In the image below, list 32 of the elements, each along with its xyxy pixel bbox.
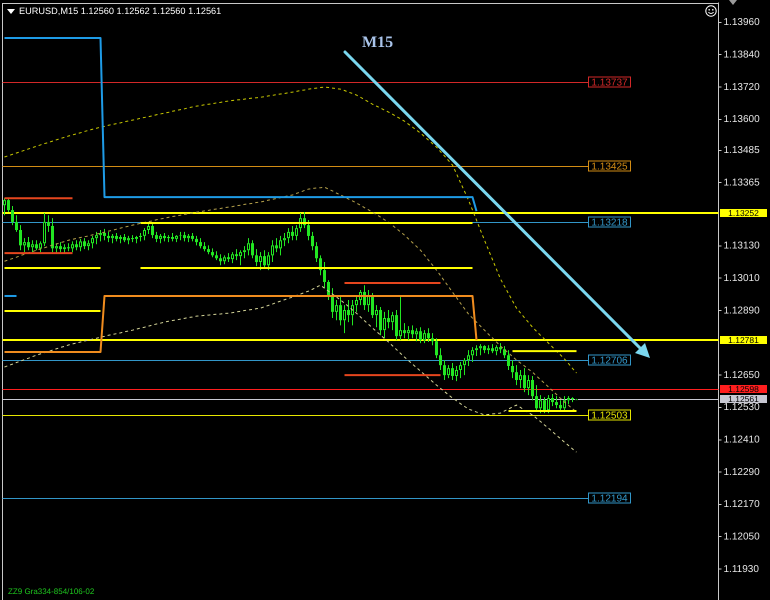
y-tick-label: 1.12290: [724, 466, 760, 478]
y-tick-label: 1.11930: [724, 564, 760, 575]
annotation: M15: [362, 34, 394, 52]
annotation: ZZ9 Gra334-854/106-02: [8, 587, 94, 596]
candlestick: [139, 232, 142, 242]
line-series: [4, 86, 577, 374]
y-tick-label: 1.12890: [724, 305, 760, 316]
y-tick-label: 1.13010: [724, 272, 760, 284]
y-tick-label: 1.12410: [724, 434, 760, 446]
y-tick-label: 1.13485: [724, 145, 760, 156]
y-tick-label: 1.13720: [724, 82, 760, 93]
y-tick-label: 1.13600: [724, 114, 760, 126]
ref-line-label: 1.13252: [728, 208, 760, 218]
y-tick-label: 1.12050: [724, 531, 760, 542]
y-tick-label: 1.12530: [724, 402, 760, 414]
ref-line-label: 1.12781: [728, 334, 760, 345]
line-series: [4, 186, 577, 413]
ref-line-label: 1.12598: [728, 384, 760, 394]
y-tick-label: 1.13130: [724, 240, 760, 252]
ref-line-label: 1.12503: [591, 410, 628, 422]
ref-line-label: 1.12561: [728, 394, 760, 404]
y-tick-label: 1.12650: [724, 370, 760, 381]
y-tick-label: 1.13960: [724, 17, 760, 28]
ref-line-label: 1.13218: [591, 217, 628, 228]
y-tick-label: 1.13840: [724, 49, 760, 60]
ref-line-label: 1.12706: [591, 355, 628, 366]
ref-line-label: 1.13737: [591, 77, 628, 88]
ref-line-label: 1.13425: [591, 161, 628, 172]
y-tick-label: 1.13365: [724, 177, 760, 188]
ref-line-label: 1.12194: [591, 493, 628, 504]
y-tick-label: 1.12170: [724, 499, 760, 510]
chart-title: EURUSD,M15 1.12560 1.12562 1.12560 1.12561: [19, 6, 222, 17]
